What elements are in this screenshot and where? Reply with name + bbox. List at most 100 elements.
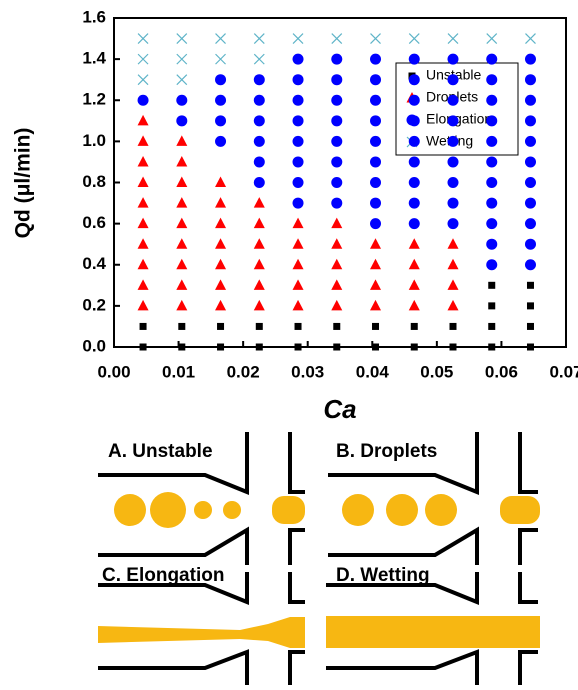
marker-triangle: [447, 238, 459, 249]
marker-circle: [331, 74, 343, 86]
marker-circle: [486, 238, 498, 250]
marker-triangle: [176, 238, 188, 249]
marker-circle: [253, 177, 265, 188]
marker-circle: [486, 218, 498, 230]
marker-circle: [524, 135, 536, 147]
marker-circle: [292, 177, 304, 188]
marker-x: [370, 33, 381, 44]
marker-triangle: [370, 279, 382, 290]
marker-circle: [447, 53, 459, 65]
marker-triangle: [292, 258, 304, 270]
droplet: [114, 494, 146, 526]
marker-circle: [176, 94, 188, 106]
marker-circle: [408, 53, 420, 65]
marker-circle: [292, 74, 304, 86]
channel-wall: [518, 572, 538, 604]
marker-square: [488, 281, 496, 289]
panel-label: D. Wetting: [336, 565, 430, 586]
marker-triangle: [176, 299, 188, 311]
marker-circle: [137, 94, 149, 106]
marker-x: [176, 53, 188, 65]
droplet: [386, 494, 418, 526]
droplet: [425, 494, 457, 526]
marker-square: [294, 343, 302, 351]
stream: [326, 616, 540, 648]
marker-circle: [408, 177, 420, 188]
marker-square: [294, 322, 302, 330]
marker-square: [372, 343, 380, 351]
marker-circle: [370, 74, 382, 86]
marker-circle: [370, 156, 382, 168]
marker-circle: [292, 115, 304, 127]
droplet: [342, 494, 374, 526]
marker-circle: [292, 53, 304, 65]
marker-circle: [408, 94, 420, 106]
y-tick-label: 1.6: [82, 7, 106, 26]
marker-triangle: [253, 197, 265, 208]
marker-triangle: [447, 258, 459, 270]
marker-triangle: [137, 135, 149, 146]
marker-triangle: [215, 176, 227, 187]
marker-triangle: [447, 279, 459, 290]
nozzle-wall: [98, 649, 249, 685]
marker-triangle: [137, 217, 149, 229]
marker-circle: [176, 115, 188, 127]
marker-x: [253, 53, 265, 65]
droplet: [150, 492, 186, 528]
marker-circle: [447, 115, 459, 127]
marker-circle: [524, 156, 536, 168]
y-tick-label: 0.8: [82, 172, 106, 191]
panel-a: A. Unstable: [98, 432, 305, 565]
y-axis-label: Qd (μl/min): [12, 128, 35, 239]
marker-triangle: [137, 197, 149, 208]
marker-triangle: [215, 238, 227, 249]
channel-wall: [518, 528, 538, 565]
marker-circle: [408, 115, 420, 127]
x-tick-label: 0.04: [356, 362, 390, 381]
marker-triangle: [215, 197, 227, 208]
droplet: [223, 501, 241, 519]
marker-square: [488, 343, 496, 351]
marker-circle: [447, 135, 459, 147]
marker-circle: [524, 177, 536, 188]
marker-triangle: [137, 258, 149, 270]
marker-triangle: [176, 197, 188, 208]
nozzle-wall: [98, 572, 249, 605]
marker-circle: [447, 218, 459, 230]
marker-triangle: [408, 279, 420, 290]
marker-square: [255, 343, 263, 351]
marker-triangle: [331, 299, 343, 311]
marker-circle: [370, 115, 382, 127]
y-tick-label: 0.6: [82, 213, 106, 232]
marker-circle: [524, 238, 536, 250]
marker-square: [449, 343, 457, 351]
marker-circle: [253, 74, 265, 86]
marker-x: [176, 74, 188, 86]
plug: [500, 496, 540, 524]
marker-triangle: [176, 176, 188, 187]
marker-triangle: [292, 217, 304, 229]
marker-triangle: [408, 299, 420, 311]
marker-circle: [331, 135, 343, 147]
marker-circle: [447, 197, 459, 209]
marker-triangle: [253, 217, 265, 229]
marker-square: [526, 281, 534, 289]
marker-triangle: [370, 258, 382, 270]
droplet: [194, 501, 212, 519]
marker-triangle: [331, 238, 343, 249]
marker-circle: [486, 197, 498, 209]
marker-square: [333, 322, 341, 330]
marker-triangle: [215, 279, 227, 290]
x-axis-label: Ca: [323, 394, 356, 424]
marker-square: [488, 322, 496, 330]
marker-square: [217, 343, 225, 351]
plug: [272, 496, 305, 524]
marker-x: [331, 33, 343, 44]
nozzle-wall: [98, 432, 249, 495]
stream: [98, 617, 305, 648]
marker-square: [372, 322, 380, 330]
marker-circle: [447, 94, 459, 106]
marker-triangle: [331, 279, 343, 290]
marker-x: [525, 33, 536, 44]
nozzle-wall: [328, 432, 479, 495]
